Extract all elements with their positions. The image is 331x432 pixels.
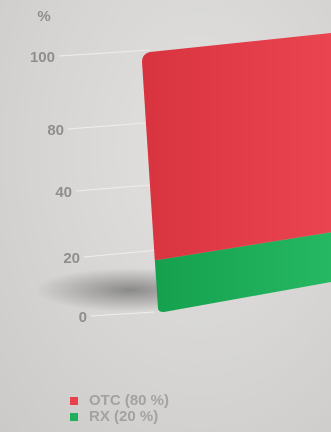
bar-segment-otc [142,33,331,261]
legend-swatch [70,397,78,405]
y-tick-line [83,249,159,258]
legend-item: RX (20 %) [70,409,169,425]
bar-segment-rx [154,232,331,312]
legend-swatch [70,413,78,421]
y-tick-label: 100 [30,49,55,66]
y-tick-label: 20 [63,250,80,267]
y-axis-ticks: 0 20 40 80 100 [30,49,159,326]
legend-label: OTC (80 %) [89,392,170,409]
legend-label: RX (20 %) [89,408,159,425]
y-tick-line [75,184,151,192]
y-tick-label: 40 [55,184,72,201]
stacked-bar [142,33,331,312]
y-axis-unit: % [37,8,50,25]
legend-item: OTC (80 %) [70,393,169,409]
y-tick-label: 80 [47,122,64,139]
y-tick-label: 0 [79,309,87,326]
legend: OTC (80 %) RX (20 %) [70,393,169,425]
y-tick-line [58,49,151,57]
y-tick-line [67,122,146,130]
y-tick-line [90,311,155,317]
